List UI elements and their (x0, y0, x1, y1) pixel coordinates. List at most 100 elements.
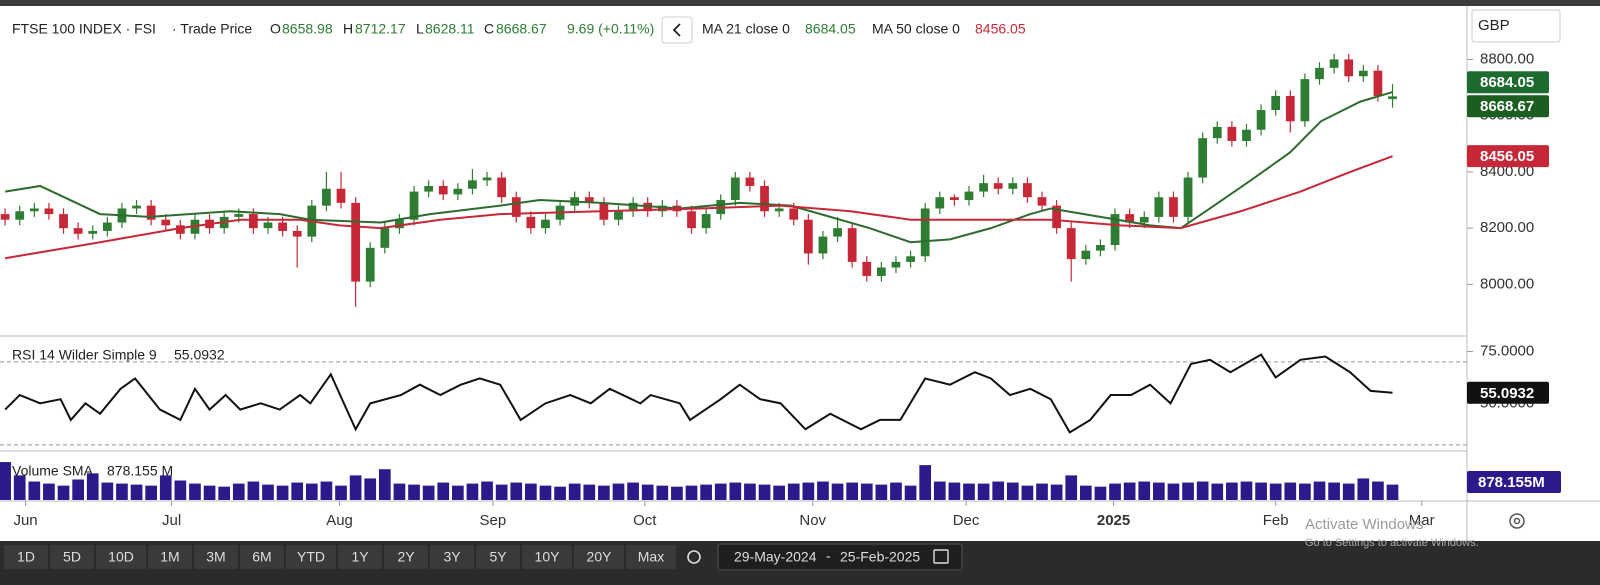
candle-body (15, 211, 25, 220)
currency[interactable]: GBP (1478, 17, 1510, 34)
candle-body (102, 222, 112, 231)
candle-body (468, 180, 477, 189)
candle-body (175, 225, 185, 234)
range-button[interactable] (430, 545, 474, 569)
candle-body (1154, 197, 1164, 217)
range-button[interactable] (338, 545, 382, 569)
range-button[interactable] (626, 545, 676, 569)
volume-bar (656, 485, 669, 500)
volume-bar (641, 484, 654, 500)
range-button[interactable] (96, 545, 146, 569)
collapse-button[interactable] (661, 16, 693, 44)
date-separator: - (826, 548, 831, 564)
volume-bar (1313, 481, 1326, 500)
range-button[interactable] (286, 545, 336, 569)
candle-body (395, 219, 404, 229)
range-button-label[interactable]: 1Y (351, 549, 369, 565)
volume-bar (1138, 481, 1151, 500)
volume-bar (481, 481, 493, 500)
candle-body (730, 177, 740, 201)
candle-body (1125, 214, 1135, 223)
currency-select[interactable] (1471, 9, 1561, 43)
candle-body (1110, 214, 1120, 246)
volume-bar (305, 483, 318, 500)
volume-bar (437, 482, 450, 500)
volume-bar (729, 482, 742, 500)
range-button-label[interactable]: 1D (17, 549, 35, 565)
top-bar (0, 0, 1600, 6)
price-tag-label: 8456.05 (1480, 148, 1534, 165)
volume-bar (510, 482, 523, 500)
range-button-label[interactable]: 5D (63, 549, 81, 565)
range-button[interactable] (476, 545, 520, 569)
date-from[interactable]: 29-May-2024 (734, 549, 817, 565)
candle-body (1373, 70, 1383, 96)
range-button-label[interactable]: 2Y (397, 549, 415, 565)
volume-bar (1021, 485, 1034, 500)
calendar-icon[interactable] (933, 549, 949, 564)
range-button[interactable] (4, 545, 48, 569)
price-tag (1467, 145, 1549, 168)
range-button-label[interactable]: 3Y (443, 549, 461, 565)
candle-body (161, 219, 171, 226)
volume-bar (817, 481, 829, 500)
candle-body (88, 230, 98, 234)
range-button[interactable] (148, 545, 192, 569)
volume-bar (787, 483, 800, 500)
range-button[interactable] (574, 545, 624, 569)
candle-body (1300, 79, 1310, 122)
volume-bar (802, 482, 815, 500)
candle-body (1081, 250, 1091, 260)
date-range[interactable] (717, 543, 963, 571)
range-button-label[interactable]: Max (638, 549, 664, 565)
range-button-label[interactable]: 5Y (489, 549, 507, 565)
volume-bar (1123, 482, 1136, 500)
volume-bar (232, 483, 245, 500)
chevron-icon[interactable] (672, 23, 681, 37)
candle-body (1096, 245, 1105, 251)
volume-bar (101, 482, 114, 500)
rsi-tag (1467, 381, 1549, 404)
volume-bar (992, 481, 1005, 500)
candle-body (1329, 59, 1339, 68)
range-button-label[interactable]: YTD (297, 549, 325, 565)
candle-body (0, 214, 10, 220)
range-button-label[interactable]: 3M (206, 549, 225, 565)
range-button-label[interactable]: 6M (252, 549, 271, 565)
range-button[interactable] (384, 545, 428, 569)
range-button-label[interactable]: 1M (160, 549, 179, 565)
date-to[interactable]: 25-Feb-2025 (840, 549, 920, 565)
rsi-tick-label: 75.0000 (1480, 342, 1534, 359)
volume-bar (1255, 482, 1267, 500)
range-button-label[interactable]: 20Y (587, 549, 613, 565)
volume-bar (1226, 482, 1238, 500)
volume-bar (963, 483, 975, 500)
settings-icon-center[interactable] (1513, 517, 1521, 525)
volume-bar (1006, 482, 1019, 500)
candle-body (1169, 197, 1178, 217)
rsi-legend: RSI 14 Wilder Simple 9 (12, 347, 157, 363)
range-button[interactable] (50, 545, 94, 569)
volume-bar (977, 483, 990, 500)
candle-body (818, 236, 828, 254)
range-button-label[interactable]: 10D (108, 549, 134, 565)
range-button-label[interactable]: 10Y (535, 549, 561, 565)
x-tick-label: Oct (633, 512, 657, 529)
candle-body (511, 197, 521, 217)
volume-bar (1050, 484, 1063, 500)
volume-bar (364, 478, 377, 500)
volume-bar (495, 484, 508, 500)
volume-bar (539, 485, 552, 500)
candle-body (322, 188, 331, 206)
volume-bar (685, 485, 698, 500)
volume-bar (203, 485, 216, 500)
range-button[interactable] (522, 545, 572, 569)
range-button[interactable] (240, 545, 284, 569)
settings-icon[interactable] (1509, 513, 1525, 529)
candle-body (73, 228, 83, 234)
settings-button[interactable] (687, 550, 701, 564)
volume-legend: Volume SMA (12, 463, 94, 479)
candle-body (541, 219, 550, 229)
range-button[interactable] (194, 545, 238, 569)
volume-bar (72, 479, 84, 500)
